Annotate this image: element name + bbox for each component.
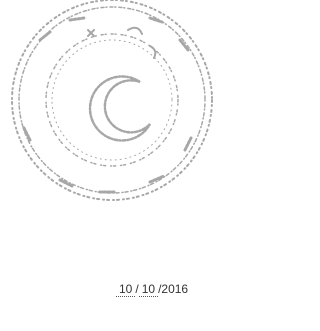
seal-lettering bbox=[24, 18, 191, 192]
date-month: 10 bbox=[139, 282, 158, 297]
seal-inner-ring bbox=[46, 34, 178, 166]
seal-crescent bbox=[90, 76, 150, 140]
date-day: 10 bbox=[116, 282, 135, 297]
seal-outer-ring bbox=[12, 0, 212, 200]
date: 10/10/2016 bbox=[116, 282, 188, 297]
date-year: 2016 bbox=[161, 282, 188, 296]
document-page: 10/10/2016 (() => { const data = JSON.pa… bbox=[0, 0, 299, 331]
